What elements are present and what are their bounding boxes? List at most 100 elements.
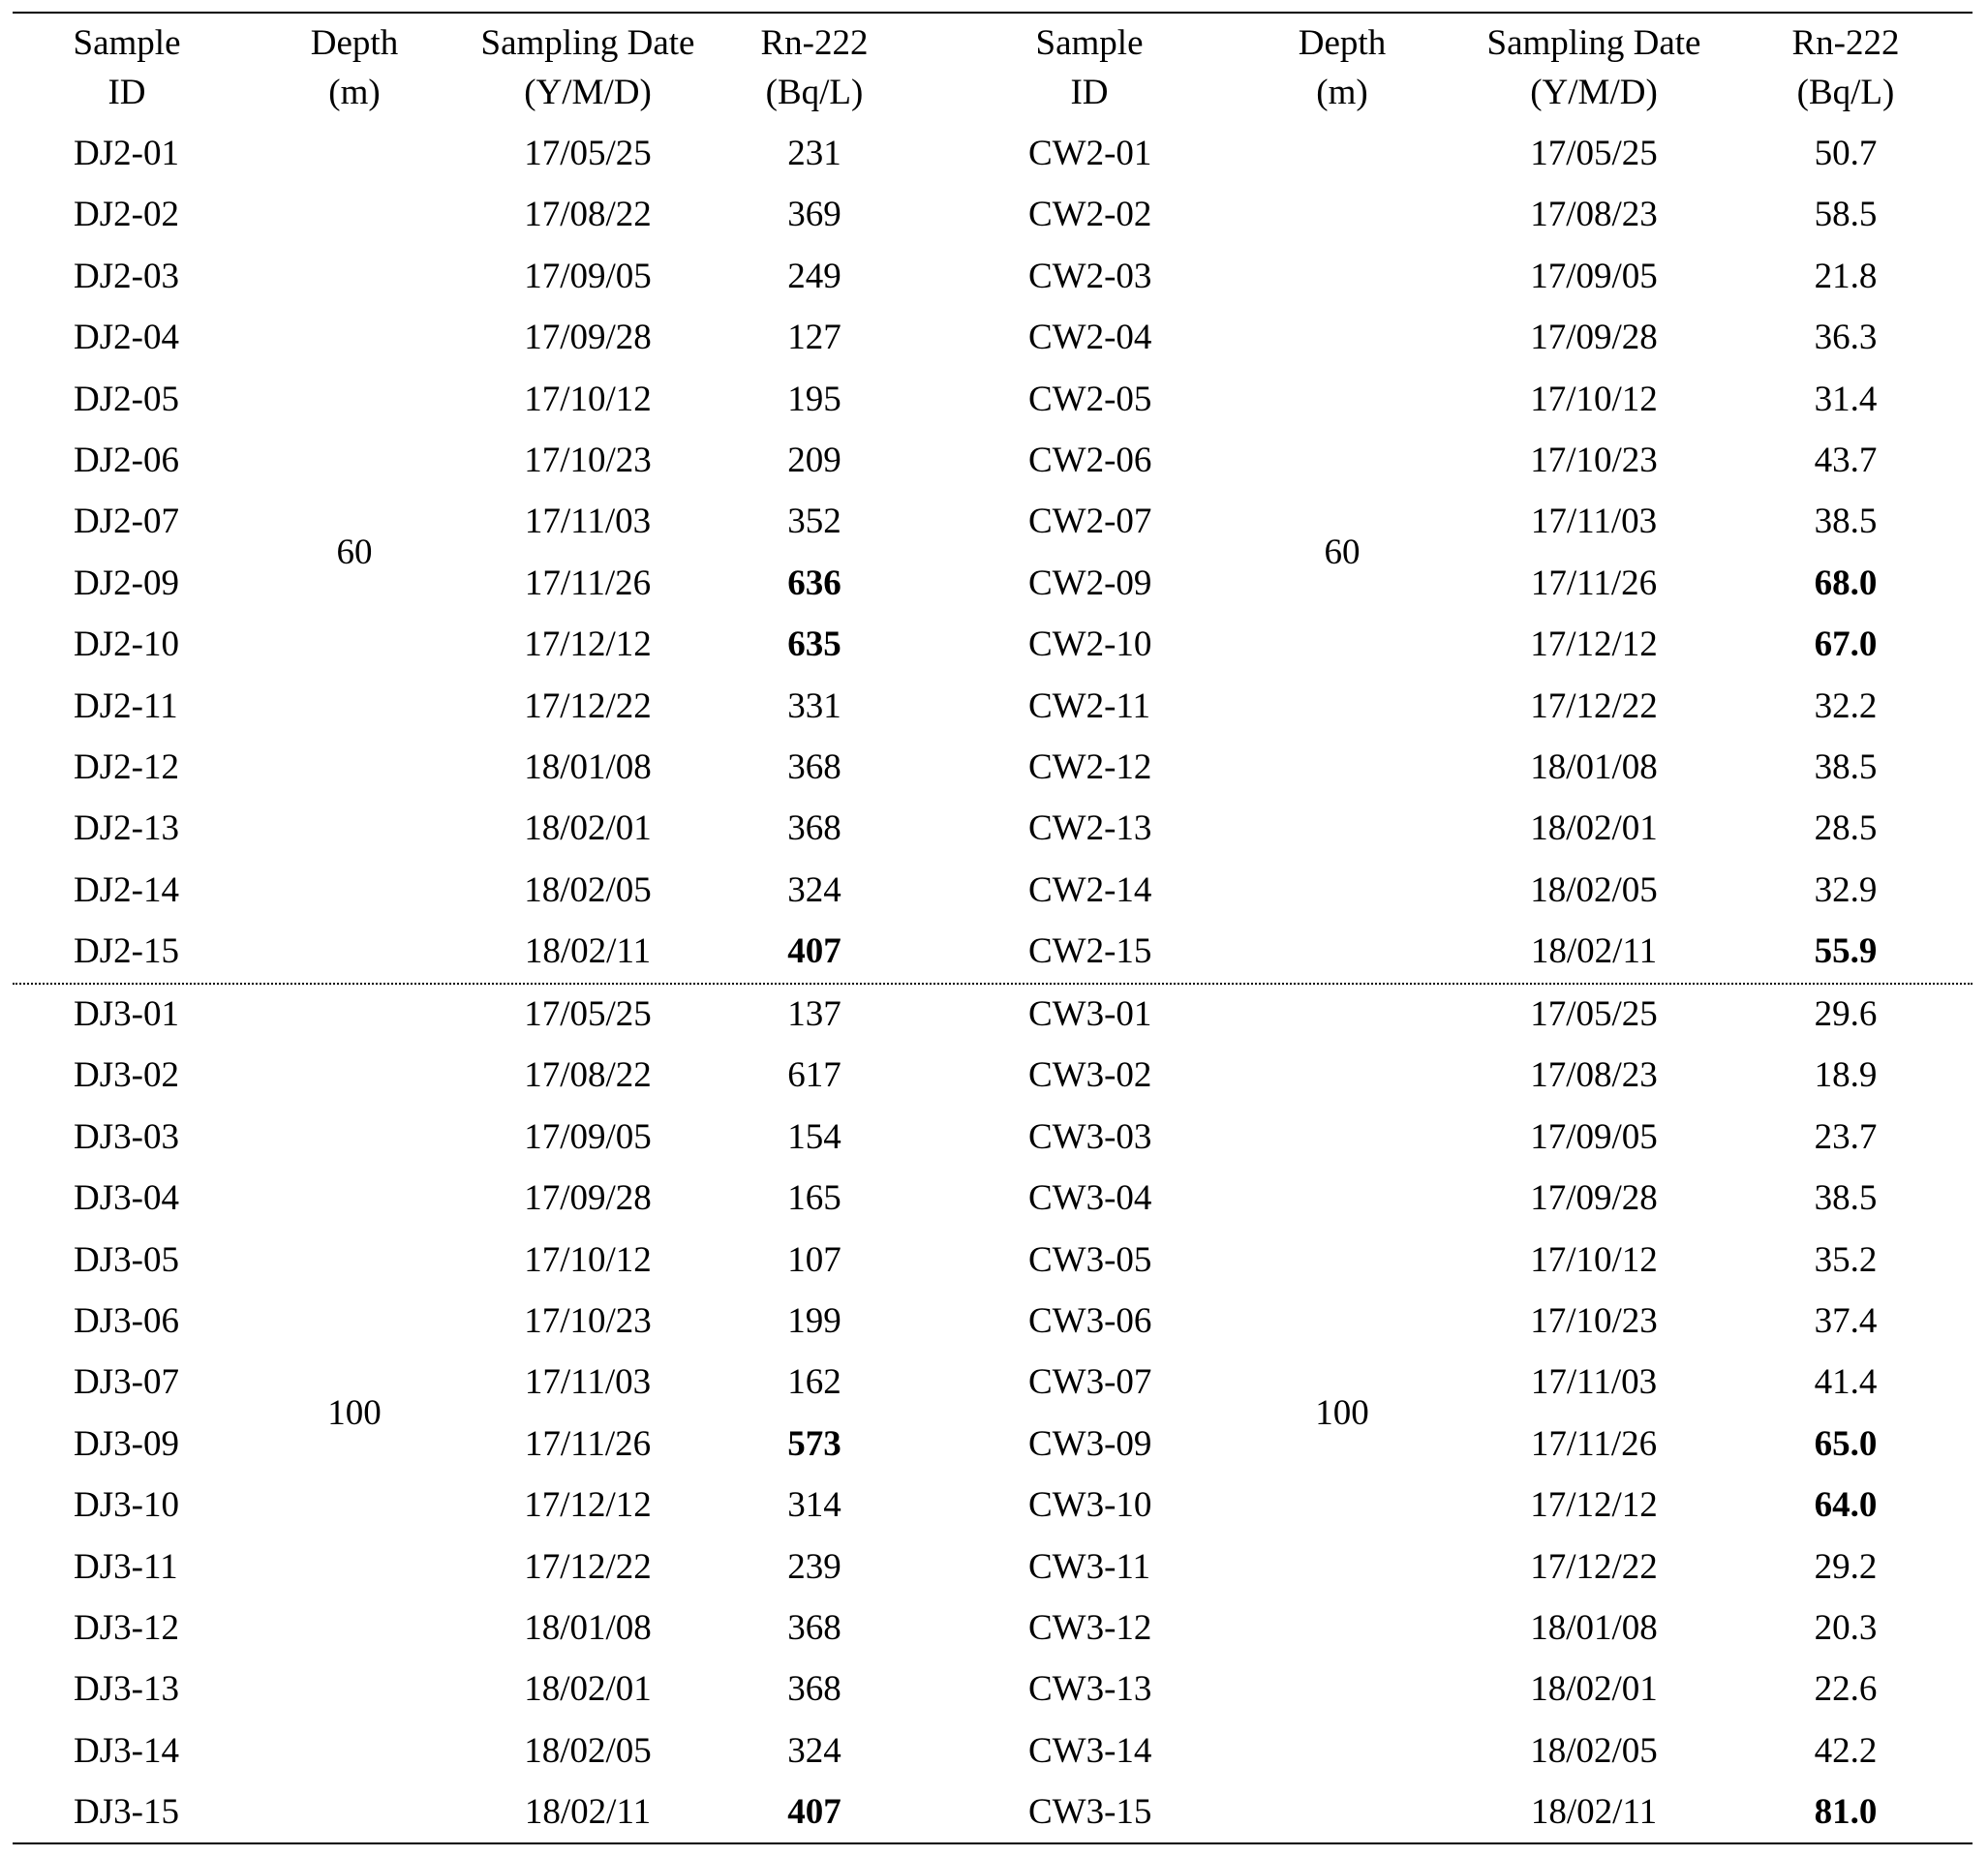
rn222-cell: 42.2 — [1814, 1730, 1878, 1771]
sample-id-cell: DJ2-15 — [74, 931, 179, 972]
sampling-date-cell: 18/01/08 — [524, 747, 652, 787]
sampling-date-cell: 18/02/01 — [524, 808, 652, 849]
sample-id-cell: CW2-06 — [1028, 441, 1152, 480]
sampling-date-cell: 18/02/11 — [524, 931, 652, 972]
rn222-cell: 165 — [787, 1178, 841, 1219]
rn222-cell: 68.0 — [1814, 563, 1878, 603]
sample-id-cell: DJ3-10 — [74, 1485, 179, 1526]
sampling-date-cell: 17/11/26 — [524, 563, 652, 603]
sample-id-cell: DJ3-04 — [74, 1178, 179, 1219]
header-cell: Rn-222 — [1791, 23, 1900, 63]
header-cell-unit: (Y/M/D) — [524, 73, 652, 112]
rn222-cell: 249 — [787, 256, 841, 296]
header-cell: Sampling Date — [480, 23, 695, 63]
sample-id-cell: DJ3-15 — [74, 1792, 179, 1833]
sample-id-cell: CW2-04 — [1028, 318, 1152, 358]
rn222-cell: 50.7 — [1814, 134, 1878, 173]
sampling-date-cell: 17/05/25 — [1530, 994, 1658, 1034]
table-bottom-rule — [13, 1842, 1973, 1844]
sampling-date-cell: 17/11/26 — [524, 1423, 652, 1464]
rn222-cell: 43.7 — [1814, 441, 1878, 480]
depth-cell: 100 — [1315, 1393, 1369, 1434]
sample-id-cell: DJ3-03 — [74, 1116, 179, 1157]
sampling-date-cell: 17/11/03 — [1530, 1362, 1658, 1403]
sampling-date-cell: 17/10/23 — [524, 441, 652, 480]
sample-id-cell: CW3-09 — [1028, 1423, 1152, 1464]
sample-id-cell: DJ3-12 — [74, 1608, 179, 1648]
header-cell: Depth — [1298, 23, 1387, 63]
sampling-date-cell: 17/09/28 — [524, 1178, 652, 1219]
rn222-cell: 41.4 — [1814, 1362, 1878, 1403]
rn222-cell: 23.7 — [1814, 1116, 1878, 1157]
rn222-cell: 31.4 — [1814, 379, 1878, 419]
sample-id-cell: CW3-04 — [1028, 1178, 1152, 1219]
sample-id-cell: DJ2-11 — [74, 685, 178, 726]
rn222-cell: 58.5 — [1814, 195, 1878, 235]
sampling-date-cell: 17/09/05 — [524, 256, 652, 296]
table-top-rule — [13, 12, 1973, 14]
rn222-cell: 352 — [787, 502, 841, 542]
rn222-cell: 369 — [787, 195, 841, 235]
sample-id-cell: DJ3-11 — [74, 1546, 178, 1587]
rn222-cell: 38.5 — [1814, 1178, 1878, 1219]
rn222-cell: 199 — [787, 1301, 841, 1341]
sampling-date-cell: 17/05/25 — [524, 994, 652, 1034]
sample-id-cell: DJ2-10 — [74, 624, 179, 665]
sampling-date-cell: 17/05/25 — [524, 134, 652, 173]
sample-id-cell: DJ2-04 — [74, 318, 179, 358]
sampling-date-cell: 18/02/11 — [1530, 1792, 1658, 1833]
sampling-date-cell: 17/09/28 — [524, 318, 652, 358]
rn222-cell: 29.6 — [1814, 994, 1878, 1034]
sample-id-cell: CW2-03 — [1028, 256, 1152, 296]
header-cell: Sample — [73, 23, 181, 63]
rn222-cell: 239 — [787, 1546, 841, 1587]
sample-id-cell: CW2-02 — [1028, 195, 1152, 235]
sampling-date-cell: 17/10/23 — [1530, 441, 1658, 480]
header-cell: Depth — [310, 23, 399, 63]
rn222-cell: 64.0 — [1814, 1485, 1878, 1526]
sampling-date-cell: 18/02/05 — [1530, 869, 1658, 910]
sample-id-cell: CW2-07 — [1028, 502, 1152, 542]
sampling-date-cell: 18/02/01 — [524, 1669, 652, 1710]
rn222-cell: 22.6 — [1814, 1669, 1878, 1710]
header-cell-unit: (m) — [328, 73, 381, 112]
rn222-cell: 407 — [787, 931, 841, 972]
rn222-cell: 368 — [787, 808, 841, 849]
sampling-date-cell: 17/09/05 — [1530, 256, 1658, 296]
sampling-date-cell: 17/09/05 — [1530, 1116, 1658, 1157]
header-cell: Sampling Date — [1486, 23, 1701, 63]
sampling-date-cell: 18/02/11 — [1530, 931, 1658, 972]
sampling-date-cell: 17/08/23 — [1530, 195, 1658, 235]
rn222-cell: 67.0 — [1814, 624, 1878, 665]
sampling-date-cell: 17/11/26 — [1530, 563, 1658, 603]
sample-id-cell: DJ3-09 — [74, 1423, 179, 1464]
rn222-cell: 368 — [787, 747, 841, 787]
sample-id-cell: DJ2-13 — [74, 808, 179, 849]
rn222-cell: 636 — [787, 563, 841, 603]
sample-id-cell: DJ3-02 — [74, 1055, 179, 1096]
sample-id-cell: CW2-05 — [1028, 379, 1152, 419]
sampling-date-cell: 18/02/05 — [1530, 1730, 1658, 1771]
sampling-date-cell: 18/01/08 — [524, 1608, 652, 1648]
depth-cell: 60 — [1324, 533, 1361, 573]
rn222-cell: 55.9 — [1814, 931, 1878, 972]
rn222-cell: 314 — [787, 1485, 841, 1526]
sampling-date-cell: 17/12/22 — [524, 685, 652, 726]
rn222-cell: 324 — [787, 869, 841, 910]
sample-id-cell: CW3-07 — [1028, 1362, 1152, 1403]
rn222-cell: 324 — [787, 1730, 841, 1771]
sampling-date-cell: 17/10/12 — [524, 1239, 652, 1280]
sample-id-cell: DJ3-01 — [74, 994, 179, 1034]
rn222-cell: 32.2 — [1814, 685, 1878, 726]
sampling-date-cell: 18/01/08 — [1530, 747, 1658, 787]
sample-id-cell: DJ3-13 — [74, 1669, 179, 1710]
sampling-date-cell: 18/01/08 — [1530, 1608, 1658, 1648]
rn222-cell: 407 — [787, 1792, 841, 1833]
sample-id-cell: DJ2-05 — [74, 379, 179, 419]
rn222-cell: 107 — [787, 1239, 841, 1280]
rn222-cell: 231 — [787, 134, 841, 173]
rn222-cell: 331 — [787, 685, 841, 726]
sampling-date-cell: 17/10/12 — [1530, 379, 1658, 419]
group-divider-dotted — [13, 983, 1973, 985]
sample-id-cell: CW2-12 — [1028, 747, 1152, 787]
